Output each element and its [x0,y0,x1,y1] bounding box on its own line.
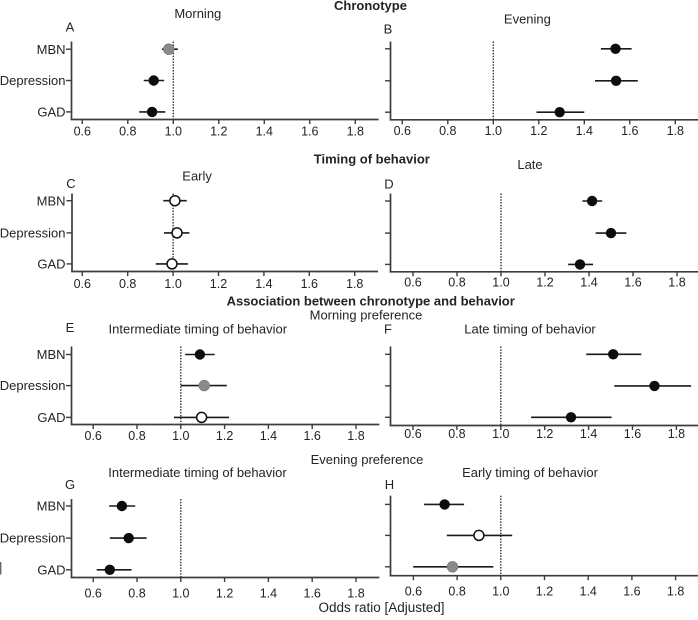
svg-text:1.2: 1.2 [536,427,553,441]
svg-text:1.0: 1.0 [165,124,182,138]
svg-text:0.8: 0.8 [119,124,136,138]
svg-text:Intermediate timing of behavio: Intermediate timing of behavior [108,465,287,480]
svg-text:F: F [384,322,392,337]
svg-text:1.6: 1.6 [304,429,321,443]
svg-text:G: G [65,477,75,492]
svg-text:C: C [66,176,75,191]
svg-text:0.6: 0.6 [405,584,422,598]
svg-text:1.4: 1.4 [580,275,597,289]
svg-text:Late timing of behavior: Late timing of behavior [464,322,596,337]
svg-text:1.0: 1.0 [492,427,509,441]
svg-text:1.2: 1.2 [530,124,547,138]
svg-text:Depression: Depression [0,378,66,393]
svg-text:1.4: 1.4 [255,277,272,291]
svg-text:1.4: 1.4 [260,586,277,600]
svg-text:0.8: 0.8 [448,584,465,598]
svg-text:Association between chronotype: Association between chronotype and behav… [227,294,515,309]
svg-text:Intermediate timing of behavio: Intermediate timing of behavior [109,322,288,337]
svg-text:0.6: 0.6 [404,427,421,441]
svg-text:B: B [384,22,393,37]
svg-text:0.8: 0.8 [119,277,136,291]
svg-text:D: D [384,177,393,192]
svg-text:1.0: 1.0 [492,584,509,598]
svg-text:1.6: 1.6 [304,586,321,600]
svg-text:0.8: 0.8 [448,427,465,441]
svg-text:GAD: GAD [37,257,65,272]
svg-text:0.8: 0.8 [448,275,465,289]
svg-text:1.8: 1.8 [347,429,364,443]
svg-text:Odds ratio [Adjusted]: Odds ratio [Adjusted] [318,600,444,615]
svg-text:0.8: 0.8 [128,586,145,600]
svg-text:MBN: MBN [37,193,66,208]
svg-text:GAD: GAD [37,105,65,120]
svg-text:Early: Early [182,169,212,184]
svg-text:Morning preference: Morning preference [310,308,423,323]
svg-text:Depression: Depression [0,226,66,241]
svg-text:1.2: 1.2 [216,586,233,600]
svg-text:1.8: 1.8 [668,427,685,441]
svg-text:1.6: 1.6 [624,275,641,289]
svg-text:1.0: 1.0 [485,124,502,138]
svg-text:1.2: 1.2 [216,429,233,443]
svg-text:E: E [66,320,75,335]
svg-text:1.8: 1.8 [667,584,684,598]
svg-text:Depression: Depression [0,531,66,546]
svg-text:1.6: 1.6 [624,427,641,441]
svg-text:A: A [66,20,75,35]
svg-text:1.6: 1.6 [301,124,318,138]
svg-text:1.4: 1.4 [260,429,277,443]
svg-text:0.6: 0.6 [74,277,91,291]
svg-text:0.8: 0.8 [439,124,456,138]
svg-text:1.8: 1.8 [668,275,685,289]
svg-text:Evening: Evening [504,12,551,27]
svg-text:1.0: 1.0 [172,586,189,600]
svg-text:MBN: MBN [37,42,66,57]
svg-text:1.2: 1.2 [536,275,553,289]
svg-text:Early timing of behavior: Early timing of behavior [462,465,599,480]
svg-text:1.8: 1.8 [346,277,363,291]
svg-text:1.4: 1.4 [256,124,273,138]
svg-text:1.2: 1.2 [210,277,227,291]
svg-text:1.6: 1.6 [623,584,640,598]
svg-text:MBN: MBN [37,499,66,514]
svg-text:0.6: 0.6 [74,124,91,138]
svg-text:1.0: 1.0 [492,275,509,289]
svg-text:Evening preference: Evening preference [311,452,424,467]
svg-text:0.6: 0.6 [85,429,102,443]
svg-text:H: H [385,477,394,492]
svg-text:1.4: 1.4 [580,584,597,598]
svg-text:Morning: Morning [174,6,221,21]
svg-text:1.6: 1.6 [301,277,318,291]
svg-text:0.6: 0.6 [394,124,411,138]
svg-text:1.0: 1.0 [164,277,181,291]
svg-text:0.6: 0.6 [85,586,102,600]
svg-text:Depression: Depression [0,73,66,88]
svg-text:GAD: GAD [37,562,65,577]
svg-text:1.2: 1.2 [536,584,553,598]
svg-text:Chronotype: Chronotype [334,0,407,13]
svg-text:1.8: 1.8 [667,124,684,138]
svg-text:1.2: 1.2 [210,124,227,138]
svg-text:Late: Late [517,157,542,172]
svg-text:1.0: 1.0 [172,429,189,443]
svg-text:MBN: MBN [37,347,66,362]
svg-text:0.6: 0.6 [404,275,421,289]
svg-text:1.4: 1.4 [576,124,593,138]
svg-text:Timing of behavior: Timing of behavior [314,152,430,167]
svg-text:1.8: 1.8 [347,586,364,600]
svg-text:GAD: GAD [37,410,65,425]
svg-text:0.8: 0.8 [128,429,145,443]
svg-text:1.4: 1.4 [580,427,597,441]
svg-text:1.6: 1.6 [621,124,638,138]
svg-text:1.8: 1.8 [347,124,364,138]
